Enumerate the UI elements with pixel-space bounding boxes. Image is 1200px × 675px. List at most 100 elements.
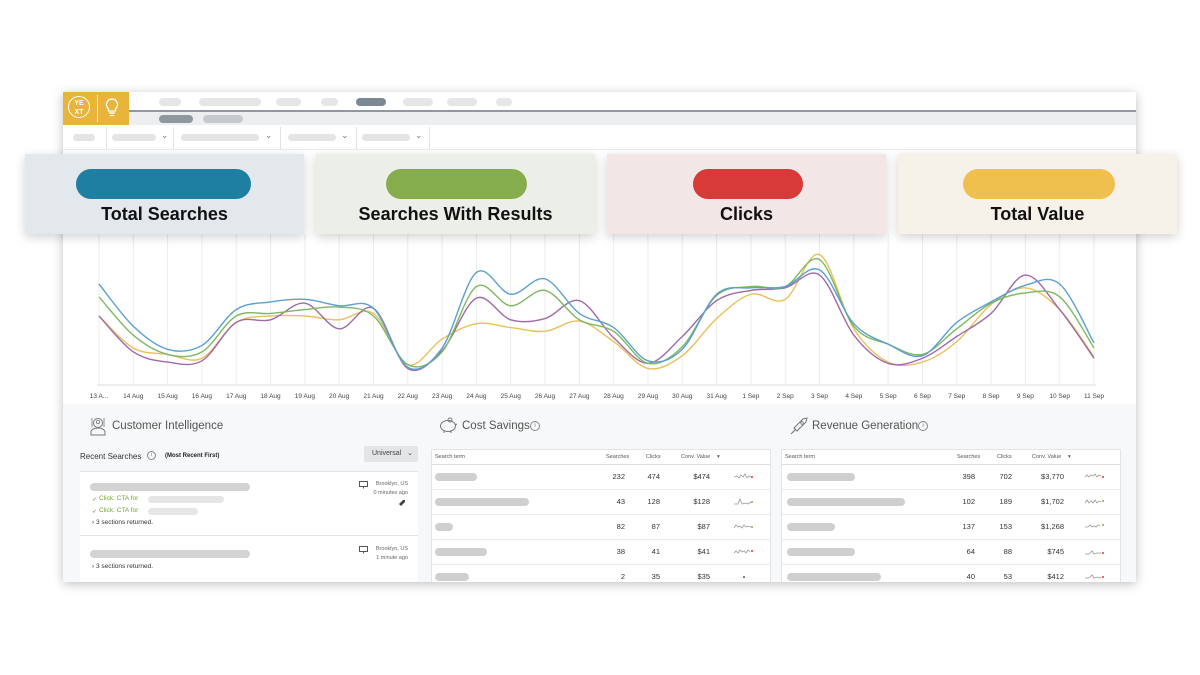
sparkline <box>1085 524 1104 528</box>
search-time: 1 minute ago <box>376 555 408 561</box>
search-type-dropdown[interactable]: Universal ⌄ <box>364 446 418 462</box>
info-icon[interactable]: i <box>147 451 156 460</box>
x-tick-label: 16 Aug <box>192 393 213 400</box>
cell-clicks: 41 <box>651 547 660 556</box>
sections-returned[interactable]: › 3 sections returned. <box>92 563 154 570</box>
sparkline <box>734 524 753 529</box>
col-searches[interactable]: Searches <box>606 454 630 460</box>
x-tick-label: 28 Aug <box>604 393 625 400</box>
filter-label <box>362 134 410 141</box>
nav-item[interactable] <box>276 98 301 106</box>
cell-value: $745 <box>1047 547 1064 556</box>
cell-clicks: 128 <box>647 497 660 506</box>
metric-card-total-value[interactable]: Total Value <box>898 154 1177 234</box>
metric-card-total-searches[interactable]: Total Searches <box>25 154 304 234</box>
table-row[interactable]: 82 87 $87 <box>432 515 770 540</box>
col-searches[interactable]: Searches <box>957 454 981 460</box>
lightbulb-icon[interactable] <box>105 98 119 118</box>
piggy-bank-icon <box>440 417 458 433</box>
cell-searches: 102 <box>962 497 975 506</box>
revenue-generation-title: Revenue Generation <box>812 420 919 432</box>
filter-dropdown[interactable]: ⌄ <box>356 127 430 149</box>
x-tick-label: 27 Aug <box>569 393 590 400</box>
cost-savings-table: Search term Searches Clicks Conv. Value … <box>431 449 771 582</box>
x-tick-label: 17 Aug <box>226 393 247 400</box>
search-card[interactable]: ➶ Click: CTA for ➶ Click: CTA for › 3 se… <box>80 471 418 537</box>
filter-cell[interactable] <box>63 127 107 149</box>
cta-click[interactable]: Click: CTA for <box>99 495 139 502</box>
series-line[interactable] <box>98 258 1095 368</box>
table-header: Search term Searches Clicks Conv. Value … <box>782 450 1120 465</box>
cta-click[interactable]: Click: CTA for <box>99 507 139 514</box>
cell-value: $1,702 <box>1041 497 1064 506</box>
metric-card-clicks[interactable]: Clicks <box>607 154 886 234</box>
logo-area[interactable]: YE XT <box>63 92 129 125</box>
x-tick-label: 15 Aug <box>157 393 178 400</box>
cell-value: $35 <box>697 572 710 581</box>
nav-item[interactable] <box>403 98 433 106</box>
table-row[interactable]: 40 53 $412 <box>782 565 1120 582</box>
cell-value: $474 <box>693 472 710 481</box>
rocket-icon <box>790 417 808 435</box>
col-conv-value[interactable]: Conv. Value <box>1032 454 1062 460</box>
sections-returned[interactable]: › 3 sections returned. <box>92 519 154 526</box>
table-row[interactable]: 137 153 $1,268 <box>782 515 1120 540</box>
series-line[interactable] <box>98 268 1095 370</box>
subnav-item[interactable] <box>203 115 243 123</box>
filter-dropdown[interactable]: ⌄ <box>173 127 281 149</box>
x-tick-label: 23 Aug <box>432 393 453 400</box>
yext-logo[interactable]: YE XT <box>68 96 90 118</box>
search-card[interactable]: › 3 sections returned. Brooklyn, US 1 mi… <box>80 535 418 582</box>
sort-desc-icon[interactable]: ▾ <box>1068 454 1071 460</box>
x-tick-label: 1 Sep <box>742 393 759 400</box>
filter-dropdown[interactable]: ⌄ <box>106 127 174 149</box>
x-tick-label: 3 Sep <box>811 393 828 400</box>
cell-searches: 398 <box>962 472 975 481</box>
col-clicks[interactable]: Clicks <box>997 454 1012 460</box>
col-search-term[interactable]: Search term <box>785 454 815 460</box>
cell-clicks: 153 <box>999 522 1012 531</box>
cell-clicks: 474 <box>647 472 660 481</box>
search-term-redacted <box>435 523 453 531</box>
nav-item[interactable] <box>321 98 338 106</box>
subnav-item-active[interactable] <box>159 115 193 123</box>
cell-value: $41 <box>697 547 710 556</box>
col-conv-value[interactable]: Conv. Value <box>681 454 711 460</box>
info-icon[interactable]: i <box>918 421 928 431</box>
cell-value: $3,770 <box>1041 472 1064 481</box>
nav-divider <box>129 110 1136 112</box>
x-tick-label: 2 Sep <box>777 393 794 400</box>
table-row[interactable]: 64 88 $745 <box>782 540 1120 565</box>
x-tick-label: 21 Aug <box>363 393 384 400</box>
nav-item[interactable] <box>496 98 512 106</box>
table-row[interactable]: 232 474 $474 <box>432 465 770 490</box>
monitor-icon <box>359 481 368 489</box>
cell-value: $412 <box>1047 572 1064 581</box>
info-icon[interactable]: i <box>530 421 540 431</box>
metric-card-searches-with-results[interactable]: Searches With Results <box>316 154 595 234</box>
search-term-redacted <box>435 573 469 581</box>
nav-item[interactable] <box>199 98 261 106</box>
subnav-bar <box>129 112 1136 125</box>
filter-dropdown[interactable]: ⌄ <box>280 127 357 149</box>
table-row[interactable]: 398 702 $3,770 <box>782 465 1120 490</box>
search-term-redacted <box>787 548 855 556</box>
filter-label <box>73 134 95 141</box>
series-line[interactable] <box>98 272 1095 371</box>
table-row[interactable]: 2 35 $35 <box>432 565 770 582</box>
table-row[interactable]: 43 128 $128 <box>432 490 770 515</box>
metric-swatch <box>76 169 251 199</box>
x-tick-label: 11 Sep <box>1084 393 1105 400</box>
table-row[interactable]: 102 189 $1,702 <box>782 490 1120 515</box>
sort-desc-icon[interactable]: ▾ <box>717 454 720 460</box>
table-row[interactable]: 38 41 $41 <box>432 540 770 565</box>
col-search-term[interactable]: Search term <box>435 454 465 460</box>
col-clicks[interactable]: Clicks <box>646 454 661 460</box>
series-line[interactable] <box>98 253 1095 370</box>
nav-item[interactable] <box>159 98 181 106</box>
nav-item-active[interactable] <box>356 98 386 106</box>
nav-item[interactable] <box>447 98 477 106</box>
x-tick-label: 31 Aug <box>706 393 727 400</box>
x-tick-label: 14 Aug <box>123 393 144 400</box>
bottom-panels: Customer Intelligence Recent Searches i … <box>63 404 1136 582</box>
